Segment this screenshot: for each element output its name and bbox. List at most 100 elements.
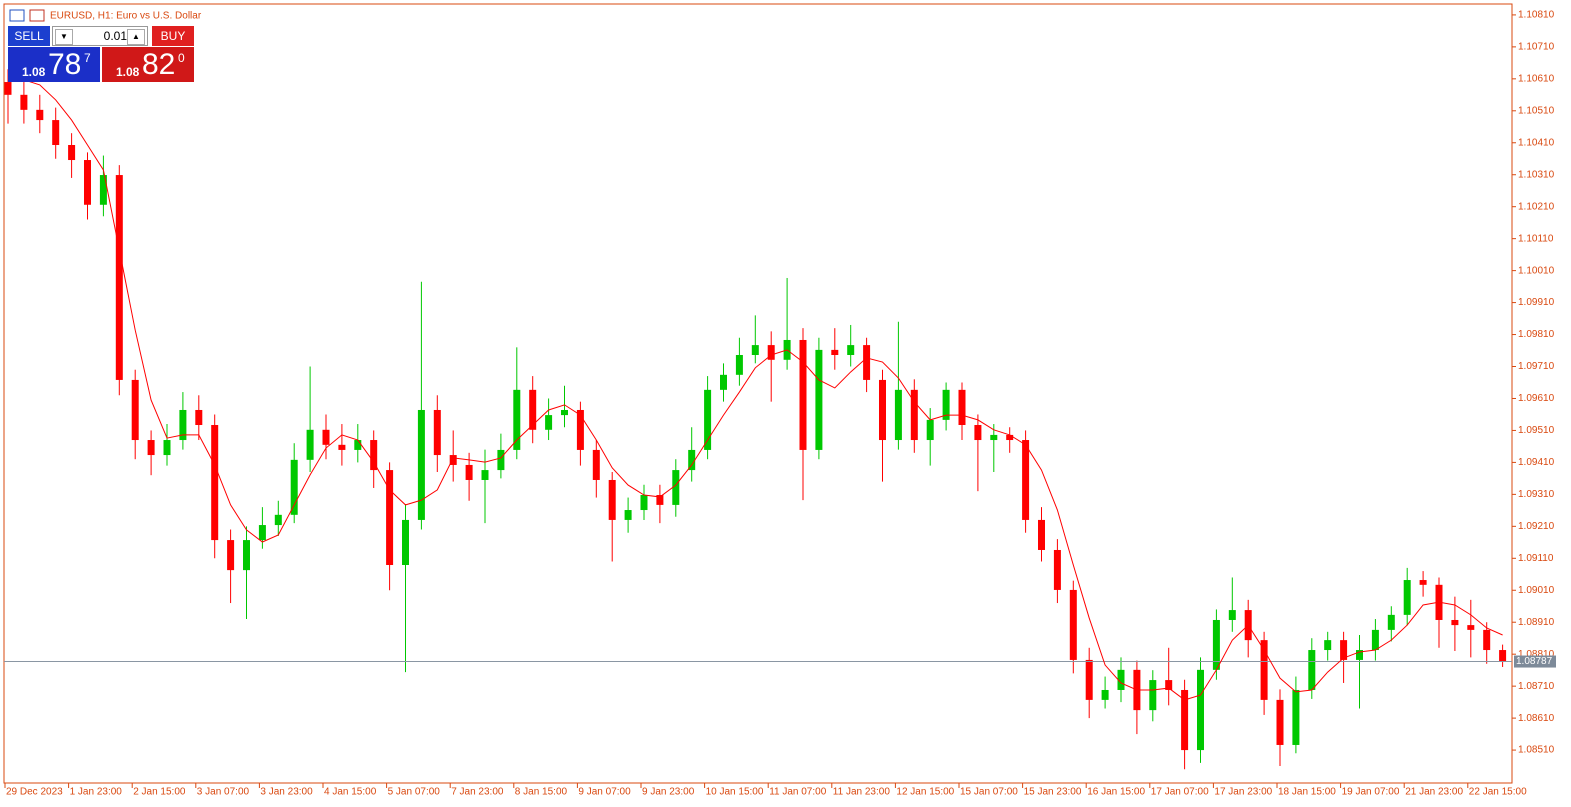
icon bbox=[29, 9, 45, 22]
candle-body bbox=[1149, 680, 1157, 711]
bid-point: 7 bbox=[84, 51, 91, 65]
ask-point: 0 bbox=[178, 51, 185, 65]
x-tick-label: 17 Jan 23:00 bbox=[1214, 787, 1272, 798]
candle-body bbox=[529, 389, 537, 430]
y-tick-label: 1.08710 bbox=[1518, 681, 1555, 692]
candle-body bbox=[306, 429, 314, 460]
candle-body bbox=[147, 440, 155, 456]
candle-body bbox=[1212, 619, 1220, 670]
candle-body bbox=[20, 94, 28, 110]
x-tick-label: 11 Jan 07:00 bbox=[769, 787, 827, 798]
candle-body bbox=[1371, 629, 1379, 651]
candle-body bbox=[36, 109, 44, 121]
candle-body bbox=[592, 449, 600, 480]
candle-body bbox=[1085, 659, 1093, 700]
y-tick-label: 1.10810 bbox=[1518, 10, 1555, 21]
sell-button[interactable]: SELL bbox=[8, 26, 50, 46]
candle-body bbox=[1101, 689, 1109, 700]
candle-body bbox=[863, 345, 871, 380]
candle-body bbox=[879, 379, 886, 441]
candle-body bbox=[99, 175, 107, 205]
candle-body bbox=[163, 440, 171, 456]
x-tick-label: 9 Jan 07:00 bbox=[578, 787, 631, 798]
candle-body bbox=[704, 389, 712, 450]
candle-body bbox=[1308, 650, 1316, 690]
candle-body bbox=[290, 459, 298, 515]
y-tick-label: 1.10210 bbox=[1518, 201, 1555, 212]
candle-body bbox=[4, 82, 12, 95]
candle-body bbox=[608, 479, 616, 520]
candle-body bbox=[847, 345, 855, 356]
y-tick-label: 1.08510 bbox=[1518, 745, 1555, 756]
candle-body bbox=[990, 434, 998, 441]
candle-body bbox=[910, 389, 918, 441]
x-tick-label: 8 Jan 15:00 bbox=[515, 787, 568, 798]
candle-body bbox=[513, 389, 521, 450]
decrease[interactable]: ▼ bbox=[55, 29, 73, 45]
y-tick-label: 1.08910 bbox=[1518, 617, 1555, 628]
x-tick-label: 22 Jan 15:00 bbox=[1469, 787, 1527, 798]
candle-body bbox=[258, 525, 266, 541]
increase[interactable]: ▲ bbox=[127, 29, 145, 45]
candle-body bbox=[497, 449, 505, 471]
ask-pips: 82 bbox=[142, 48, 176, 81]
bid-pips: 78 bbox=[48, 48, 82, 81]
candle-body bbox=[322, 429, 330, 445]
candle-body bbox=[561, 409, 568, 416]
candle-body bbox=[1419, 580, 1427, 585]
candle-body bbox=[1467, 625, 1475, 630]
candle-body bbox=[1499, 650, 1507, 662]
candle-body bbox=[545, 415, 553, 430]
candle-body bbox=[179, 409, 187, 441]
candle-body bbox=[815, 349, 823, 450]
candle-body bbox=[274, 514, 282, 526]
x-tick-label: 16 Jan 15:00 bbox=[1087, 787, 1145, 798]
buy-button[interactable]: BUY bbox=[152, 26, 194, 46]
candle-body bbox=[751, 345, 759, 356]
candle-body bbox=[68, 145, 76, 161]
candle-body bbox=[84, 160, 91, 205]
candle-body bbox=[926, 419, 934, 441]
candle-body bbox=[624, 510, 632, 520]
y-tick-label: 1.09510 bbox=[1518, 425, 1555, 436]
x-tick-label: 1 Jan 23:00 bbox=[70, 787, 123, 798]
candle-body bbox=[1165, 680, 1173, 690]
x-tick-label: 7 Jan 23:00 bbox=[451, 787, 504, 798]
bid-label-box bbox=[1514, 655, 1556, 668]
plot-frame bbox=[3, 3, 1513, 784]
y-tick-label: 1.10610 bbox=[1518, 73, 1555, 84]
bid-price[interactable]: 1.08 78 7 bbox=[8, 47, 100, 82]
candle-body bbox=[1292, 689, 1300, 745]
x-tick-label: 2 Jan 15:00 bbox=[133, 787, 186, 798]
candle-body bbox=[1451, 619, 1459, 626]
y-tick-label: 1.09810 bbox=[1518, 329, 1555, 340]
x-tick-label: 3 Jan 07:00 bbox=[197, 787, 250, 798]
candle-body bbox=[449, 455, 457, 465]
candle-body bbox=[1181, 689, 1189, 751]
y-tick-label: 1.09110 bbox=[1518, 553, 1554, 564]
x-tick-label: 11 Jan 23:00 bbox=[833, 787, 891, 798]
candle-body bbox=[338, 444, 346, 450]
candle-body bbox=[1260, 640, 1268, 700]
y-tick-label: 1.10010 bbox=[1518, 265, 1555, 276]
volume[interactable]: 0.01 bbox=[103, 29, 127, 43]
ask-price[interactable]: 1.08 82 0 bbox=[102, 47, 194, 82]
y-tick-label: 1.09910 bbox=[1518, 297, 1555, 308]
candle-body bbox=[195, 409, 203, 426]
x-tick-label: 3 Jan 23:00 bbox=[260, 787, 313, 798]
candle-body bbox=[1356, 650, 1363, 660]
candle-body bbox=[243, 540, 250, 571]
candle-body bbox=[767, 345, 775, 360]
y-tick-label: 1.09210 bbox=[1518, 521, 1555, 532]
volume-box[interactable]: ▼ 0.01 ▲ bbox=[52, 26, 148, 46]
x-tick-label: 21 Jan 23:00 bbox=[1405, 787, 1463, 798]
candle-body bbox=[942, 389, 950, 420]
icon bbox=[9, 9, 25, 22]
candle-body bbox=[688, 449, 696, 471]
candle-body bbox=[465, 464, 473, 480]
candle-body bbox=[417, 409, 425, 520]
candle-body bbox=[720, 374, 727, 390]
bid-label: 1.08787 bbox=[1516, 656, 1553, 667]
candle-body bbox=[1069, 589, 1077, 660]
